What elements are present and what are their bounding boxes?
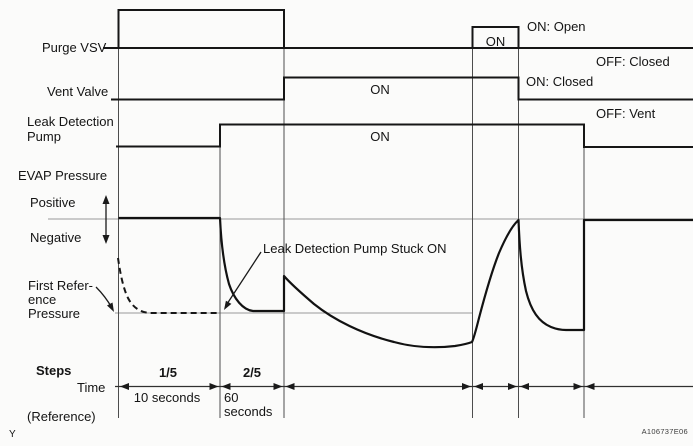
purge-pulse-on-label: ON (486, 34, 506, 49)
stuck-on-leader-arrow (224, 251, 262, 310)
leader-arrowhead (107, 302, 114, 312)
reference-label: (Reference) (27, 409, 96, 424)
evap-pressure-label: EVAP Pressure (18, 168, 107, 183)
vent-off-legend: OFF: Vent (596, 106, 656, 121)
positive-negative-arrow-icon (102, 195, 110, 244)
vent-valve-trace (111, 76, 693, 101)
step-1-label: 1/5 (159, 365, 177, 380)
duration-1-label: 10 seconds (134, 390, 201, 405)
pump-label-line2: Pump (27, 129, 61, 144)
first-reference-label-line1: First Refer- (28, 278, 93, 293)
purge-vsv-initial-on-pulse (117, 9, 285, 48)
dim-arrowhead (585, 383, 595, 390)
purge-vsv-trace (103, 9, 693, 49)
dim-arrowhead (508, 383, 517, 390)
stuck-on-annotation: Leak Detection Pump Stuck ON (263, 241, 447, 256)
dim-arrowhead (285, 383, 295, 390)
positive-label: Positive (30, 195, 76, 210)
first-reference-label-line3: Pressure (28, 306, 80, 321)
dim-arrowhead (474, 383, 483, 390)
vent-on-legend: ON: Closed (526, 74, 593, 89)
time-axis (115, 383, 693, 390)
purge-off-legend: OFF: Closed (596, 54, 670, 69)
time-label: Time (77, 380, 105, 395)
figure-code: A106737E06 (642, 427, 688, 436)
dim-arrowhead (209, 383, 219, 390)
duration-2-label-line1: 60 (224, 390, 238, 405)
arrow-up-head (102, 195, 110, 204)
first-reference-dashed-curve (117, 257, 220, 314)
pump-trace (116, 123, 693, 148)
vent-valve-label: Vent Valve (47, 84, 108, 99)
steps-label: Steps (36, 363, 71, 378)
pump-on-label: ON (370, 129, 390, 144)
negative-label: Negative (30, 230, 81, 245)
dim-arrowhead (520, 383, 529, 390)
step-2-label: 2/5 (243, 365, 261, 380)
duration-2-label-line2: seconds (224, 404, 273, 419)
dim-arrowhead (120, 383, 129, 390)
leader-arrowhead (224, 300, 232, 310)
corner-mark: Y (9, 429, 16, 440)
dim-arrowhead (462, 383, 471, 390)
phase-grid-lines (118, 10, 585, 418)
dim-arrowhead (573, 383, 583, 390)
purge-vsv-on-pulse-box (471, 26, 520, 48)
leader-line (226, 251, 262, 305)
purge-vsv-label: Purge VSV (42, 40, 107, 55)
dim-arrowhead (273, 383, 283, 390)
vent-on-label: ON (370, 82, 390, 97)
dim-arrowhead (221, 383, 231, 390)
first-reference-label-line2: ence (28, 292, 56, 307)
first-reference-leader-arrow (95, 286, 114, 312)
pump-label-line1: Leak Detection (27, 114, 114, 129)
evap-pressure-trace (118, 216, 693, 349)
purge-on-legend: ON: Open (527, 19, 586, 34)
arrow-down-head (102, 235, 110, 244)
